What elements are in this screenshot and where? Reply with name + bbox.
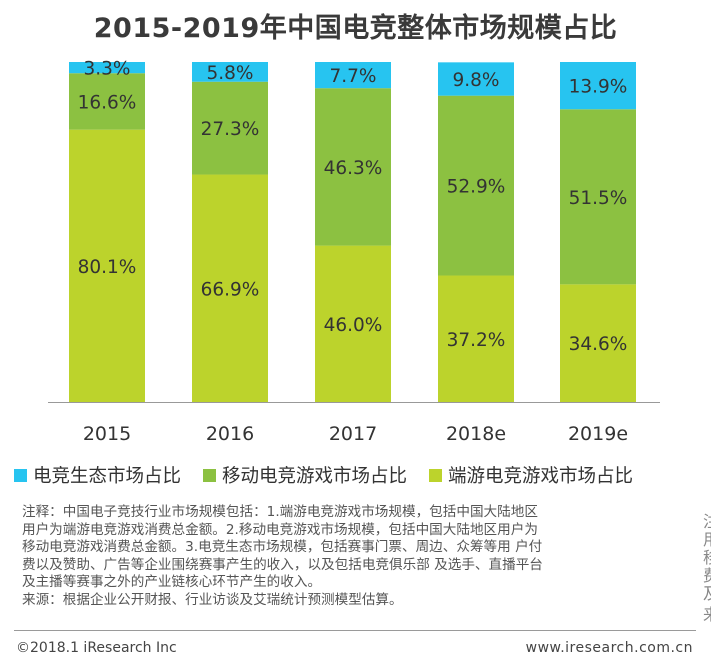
bar-pc-esports-2016 <box>192 174 268 402</box>
data-label-pc-esports-2015: 80.1% <box>78 257 137 278</box>
data-label-ecosystem-2018e: 9.8% <box>453 70 500 91</box>
x-tick-label-2019e: 2019e <box>568 423 628 445</box>
bar-mobile-esports-2018e <box>438 95 514 276</box>
bar-pc-esports-2019e <box>560 284 636 402</box>
copyright: ©2018.1 iResearch Inc <box>16 640 177 656</box>
legend-swatch-ecosystem <box>14 468 27 482</box>
data-label-mobile-esports-2016: 27.3% <box>201 119 260 140</box>
bar-mobile-esports-2016 <box>192 81 268 175</box>
bar-ecosystem-2018e <box>438 62 514 96</box>
note-line: 用户为端游电竞游戏消费总金额。2.移动电竞游戏市场规模，包括中国大陆地区用户为 <box>22 521 538 538</box>
chart-notes: 注释：中国电子竞技行业市场规模包括：1.端游电竞游戏市场规模，包括中国大陆地区 … <box>22 504 694 610</box>
legend-label-ecosystem: 电竞生态市场占比 <box>33 466 182 487</box>
bar-ecosystem-2019e <box>560 62 636 110</box>
legend: 电竞生态市场占比 移动电竞游戏市场占比 端游电竞游戏市场占比 <box>14 462 704 488</box>
edge-glyph: 及 <box>703 580 711 604</box>
bar-ecosystem-2017 <box>315 62 391 89</box>
bar-pc-esports-2017 <box>315 245 391 402</box>
bar-mobile-esports-2015 <box>69 73 145 130</box>
x-tick-label-2017: 2017 <box>329 423 377 445</box>
legend-swatch-pc <box>429 468 443 482</box>
x-tick-label-2018e: 2018e <box>446 423 506 445</box>
website-link[interactable]: www.iresearch.com.cn <box>525 640 693 656</box>
data-label-mobile-esports-2018e: 52.9% <box>447 177 506 198</box>
data-label-pc-esports-2016: 66.9% <box>201 279 260 300</box>
data-label-mobile-esports-2019e: 51.5% <box>569 188 628 209</box>
bar-mobile-esports-2017 <box>315 88 391 246</box>
data-label-pc-esports-2019e: 34.6% <box>569 334 628 355</box>
data-label-mobile-esports-2015: 16.6% <box>78 92 137 113</box>
bar-ecosystem-2015 <box>69 62 145 74</box>
edge-glyph: 来 <box>703 601 711 625</box>
legend-item-mobile: 移动电竞游戏市场占比 <box>203 462 407 488</box>
edge-glyph: 注 <box>703 508 711 532</box>
x-tick-label-2015: 2015 <box>83 423 131 445</box>
note-line: 注释：中国电子竞技行业市场规模包括：1.端游电竞游戏市场规模，包括中国大陆地区 <box>22 504 538 520</box>
legend-label-pc: 端游电竞游戏市场占比 <box>448 466 634 487</box>
bar-pc-esports-2018e <box>438 275 514 402</box>
legend-item-pc: 端游电竞游戏市场占比 <box>429 462 633 488</box>
edge-glyph: 用 <box>703 526 711 550</box>
edge-glyph: 移 <box>703 544 711 568</box>
bar-mobile-esports-2019e <box>560 109 636 285</box>
x-tick-label-2016: 2016 <box>206 423 254 445</box>
note-line: 费以及赞助、广告等企业围绕赛事产生的收入，以及包括电竞俱乐部 及选手、直播平台 <box>22 556 543 573</box>
chart-title: 2015-2019年中国电竞整体市场规模占比 <box>93 13 618 44</box>
legend-item-ecosystem: 电竞生态市场占比 <box>14 462 181 488</box>
data-label-ecosystem-2017: 7.7% <box>330 66 377 87</box>
note-line: 移动电竞游戏消费总金额。3.电竞生态市场规模，包括赛事门票、周边、众筹等用 户付 <box>22 539 543 556</box>
data-label-mobile-esports-2017: 46.3% <box>324 158 383 179</box>
bar-pc-esports-2015 <box>69 129 145 402</box>
data-label-ecosystem-2019e: 13.9% <box>569 77 628 98</box>
note-line: 及主播等赛事之外的产业链核心环节产生的收入。 <box>22 574 322 591</box>
bar-ecosystem-2016 <box>192 62 268 82</box>
edge-glyph: 费 <box>703 562 711 586</box>
data-label-pc-esports-2018e: 37.2% <box>447 330 506 351</box>
stacked-bar-chart: 80.1% 16.6% 3.3% 2015 66.9% 27.3% 5.8% 2016 46.0… <box>48 59 660 445</box>
data-label-ecosystem-2016: 5.8% <box>207 63 254 84</box>
legend-swatch-mobile <box>203 468 217 482</box>
legend-label-mobile: 移动电竞游戏市场占比 <box>222 466 408 487</box>
data-label-pc-esports-2017: 46.0% <box>324 315 383 336</box>
source-line: 来源：根据企业公开财报、行业访谈及艾瑞统计预测模型估算。 <box>22 591 403 608</box>
footer-divider <box>14 630 696 631</box>
data-label-ecosystem-2015: 3.3% <box>84 59 131 80</box>
